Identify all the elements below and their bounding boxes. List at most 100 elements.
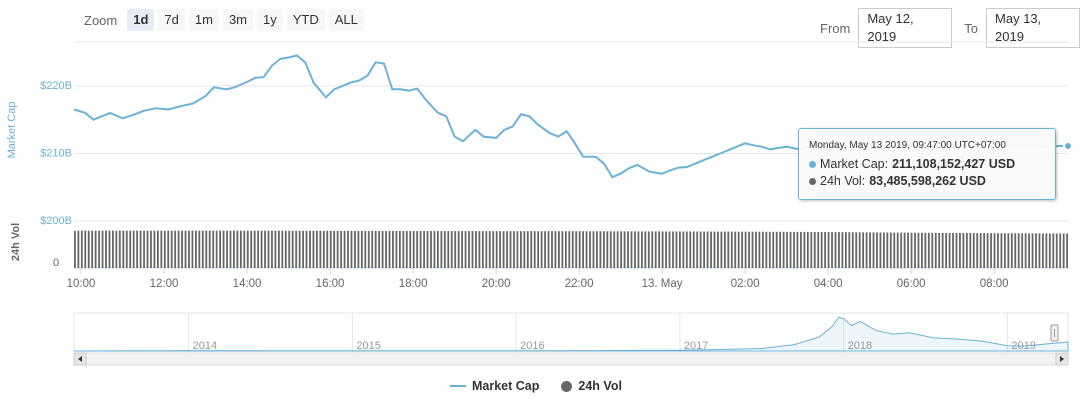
volume-bar [972, 233, 975, 268]
volume-bar [488, 231, 491, 268]
navigator-series [73, 316, 1069, 352]
volume-bar [647, 231, 650, 268]
zoom-ytd-button[interactable]: YTD [286, 9, 325, 31]
volume-bar [260, 230, 263, 268]
volume-bar [955, 232, 958, 268]
tooltip-volume-row: 24h Vol: 83,485,598,262 USD [809, 174, 986, 188]
volume-bar [606, 231, 609, 268]
volume-bar [685, 231, 688, 268]
volume-bar [274, 230, 277, 268]
zoom-label: Zoom [84, 12, 118, 28]
volume-bar [1066, 233, 1069, 268]
tooltip-market-cap-value: 211,108,152,427 USD [892, 157, 1016, 171]
volume-bar [634, 231, 636, 268]
tooltip-market-cap-label: Market Cap: [820, 157, 889, 171]
volume-bar [367, 230, 370, 268]
volume-bar [927, 232, 930, 268]
zoom-1d-button[interactable]: 1d [127, 9, 155, 31]
volume-bar [1045, 233, 1048, 268]
volume-bar [876, 232, 878, 268]
volume-bar [398, 230, 401, 268]
arrow-right-icon [1060, 356, 1064, 362]
volume-bar [616, 231, 619, 268]
volume-bar [450, 231, 453, 268]
tooltip-market-cap-row: Market Cap: 211,108,152,427 USD [809, 157, 1015, 171]
volume-bar [568, 231, 571, 268]
volume-bar [101, 230, 104, 268]
zoom-all-button[interactable]: ALL [328, 9, 364, 31]
volume-bar [288, 230, 291, 268]
arrow-left-icon [78, 356, 82, 362]
volume-bar [454, 231, 457, 268]
legend-item-market-cap[interactable]: Market Cap [450, 379, 539, 393]
to-label: To [964, 20, 979, 36]
volume-bar [402, 231, 405, 268]
volume-bar [931, 232, 934, 268]
volume-bar [233, 230, 235, 268]
volume-bar [309, 230, 311, 268]
volume-bar [112, 230, 114, 268]
volume-bar [564, 231, 567, 268]
volume-bar [312, 230, 315, 268]
scrollbar-track[interactable] [73, 352, 1069, 366]
volume-bar [257, 230, 260, 268]
zoom-1m-button[interactable]: 1m [188, 9, 219, 31]
volume-bar [1059, 233, 1062, 268]
volume-bar [430, 231, 432, 268]
volume-bar [205, 230, 208, 268]
volume-bar [1048, 233, 1051, 268]
volume-bar [834, 232, 837, 268]
volume-bar [941, 232, 944, 268]
volume-bar [589, 231, 591, 268]
volume-bar [219, 230, 222, 268]
volume-bar [789, 231, 792, 268]
volume-bar [478, 231, 481, 268]
volume-bar [800, 231, 802, 268]
zoom-3m-button[interactable]: 3m [222, 9, 253, 31]
volume-bar [360, 230, 363, 268]
volume-bar [948, 232, 951, 268]
volume-bar [264, 230, 266, 268]
volume-bar [772, 231, 775, 268]
volume-bar [651, 231, 654, 268]
volume-bar [229, 230, 232, 268]
from-date-input[interactable]: May 12, 2019 [858, 8, 953, 48]
volume-bars [74, 230, 1069, 268]
legend-item-volume[interactable]: 24h Vol [561, 379, 622, 393]
to-date-input[interactable]: May 13, 2019 [986, 8, 1080, 48]
zoom-7d-button[interactable]: 7d [158, 9, 185, 31]
volume-bar [150, 230, 152, 268]
volume-bar [502, 231, 505, 268]
x-tick-label: 08:00 [980, 278, 1009, 290]
volume-bar [997, 233, 999, 268]
volume-bar [917, 232, 920, 268]
volume-bar [765, 231, 768, 268]
volume-bar [354, 230, 356, 268]
volume-bar [862, 232, 865, 268]
volume-bar [644, 231, 647, 268]
volume-bar [741, 231, 744, 268]
volume-bar [163, 230, 166, 268]
y-tick-label: $220B [40, 80, 72, 92]
volume-bar [98, 230, 101, 268]
legend: Market Cap 24h Vol [450, 379, 622, 393]
volume-bar [886, 232, 889, 268]
x-tick-label: 14:00 [233, 278, 262, 290]
volume-bar [468, 231, 470, 268]
navigator-tick-label: 2014 [193, 340, 217, 352]
y-tick-label: $210B [40, 147, 72, 159]
volume-bar [336, 230, 339, 268]
volume-bar [848, 232, 851, 268]
volume-bar [879, 232, 882, 268]
navigator-ticks: 2014 2015 2016 2017 2018 2019 [193, 340, 1036, 352]
volume-bar [661, 231, 664, 268]
volume-bar [84, 230, 87, 268]
volume-bar [727, 231, 730, 268]
volume-bar [333, 230, 336, 268]
x-tick-label: 16:00 [316, 278, 345, 290]
volume-bar [986, 233, 989, 268]
volume-bar [122, 230, 125, 268]
volume-bar [329, 230, 332, 268]
zoom-1y-button[interactable]: 1y [257, 9, 283, 31]
